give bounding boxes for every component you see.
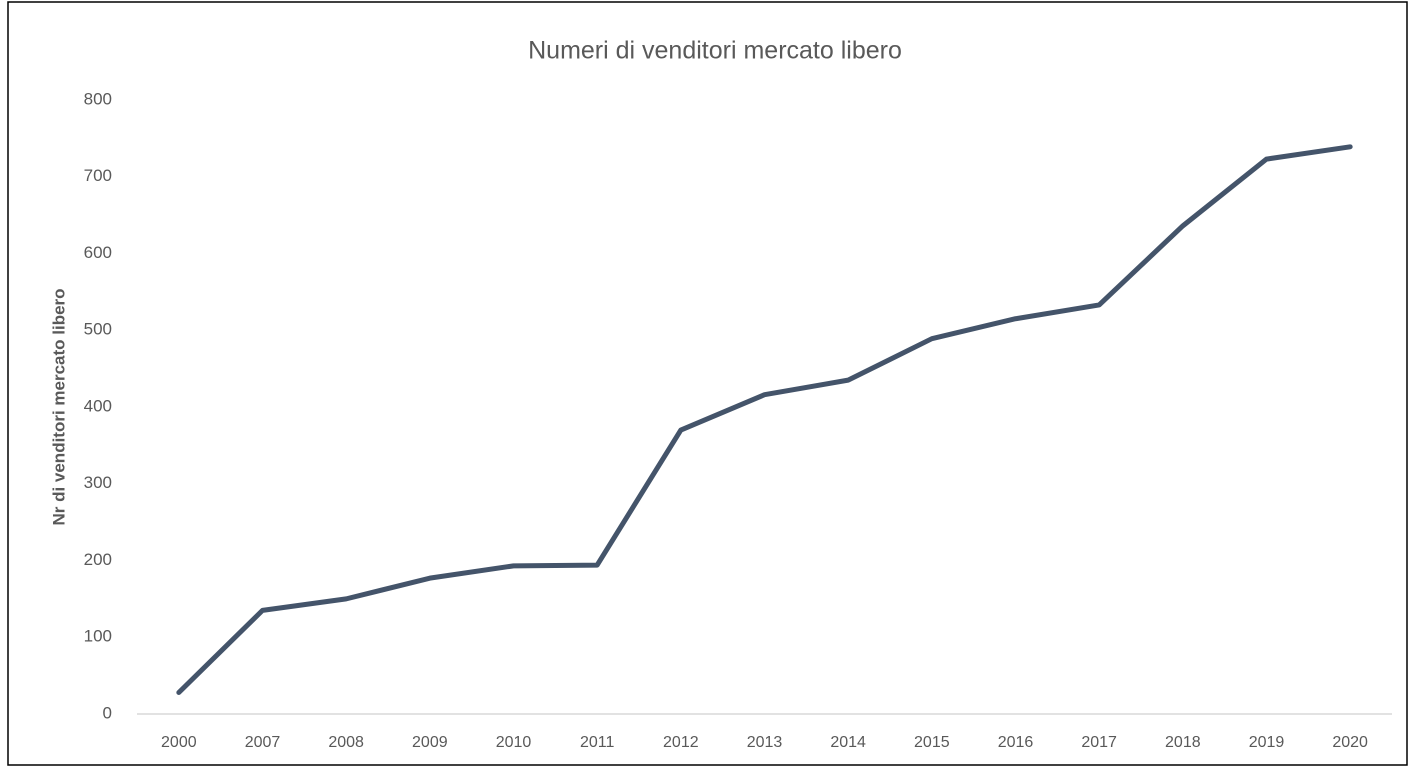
x-tick-label: 2018 <box>1165 734 1201 751</box>
x-tick-label: 2013 <box>747 734 783 751</box>
x-tick-label: 2012 <box>663 734 699 751</box>
y-axis-label: Nr di venditori mercato libero <box>49 288 68 525</box>
y-tick-label: 600 <box>84 243 112 262</box>
data-line <box>176 144 1353 696</box>
x-tick-label: 2016 <box>998 734 1034 751</box>
x-tick-label: 2019 <box>1249 734 1285 751</box>
x-tick-label: 2010 <box>496 734 532 751</box>
x-tick-label: 2020 <box>1332 734 1368 751</box>
x-tick-label: 2011 <box>580 734 615 751</box>
x-tick-label: 2017 <box>1081 734 1117 751</box>
y-tick-label: 100 <box>84 627 112 646</box>
y-tick-label: 500 <box>84 320 112 339</box>
chart-title: Numeri di venditori mercato libero <box>528 37 902 65</box>
x-tick-label: 2014 <box>830 734 866 751</box>
y-tick-label: 300 <box>84 473 112 492</box>
y-tick-label: 800 <box>84 89 112 108</box>
x-tick-label: 2015 <box>914 734 950 751</box>
y-tick-label: 400 <box>84 396 112 415</box>
y-tick-label: 0 <box>103 703 112 722</box>
x-tick-label: 2009 <box>412 734 448 751</box>
y-tick-label: 700 <box>84 166 112 185</box>
chart-border <box>7 1 1408 766</box>
x-tick-label: 2000 <box>161 734 197 751</box>
x-tick-label: 2008 <box>328 734 364 751</box>
y-tick-label: 200 <box>84 550 112 569</box>
x-tick-label: 2007 <box>245 734 281 751</box>
